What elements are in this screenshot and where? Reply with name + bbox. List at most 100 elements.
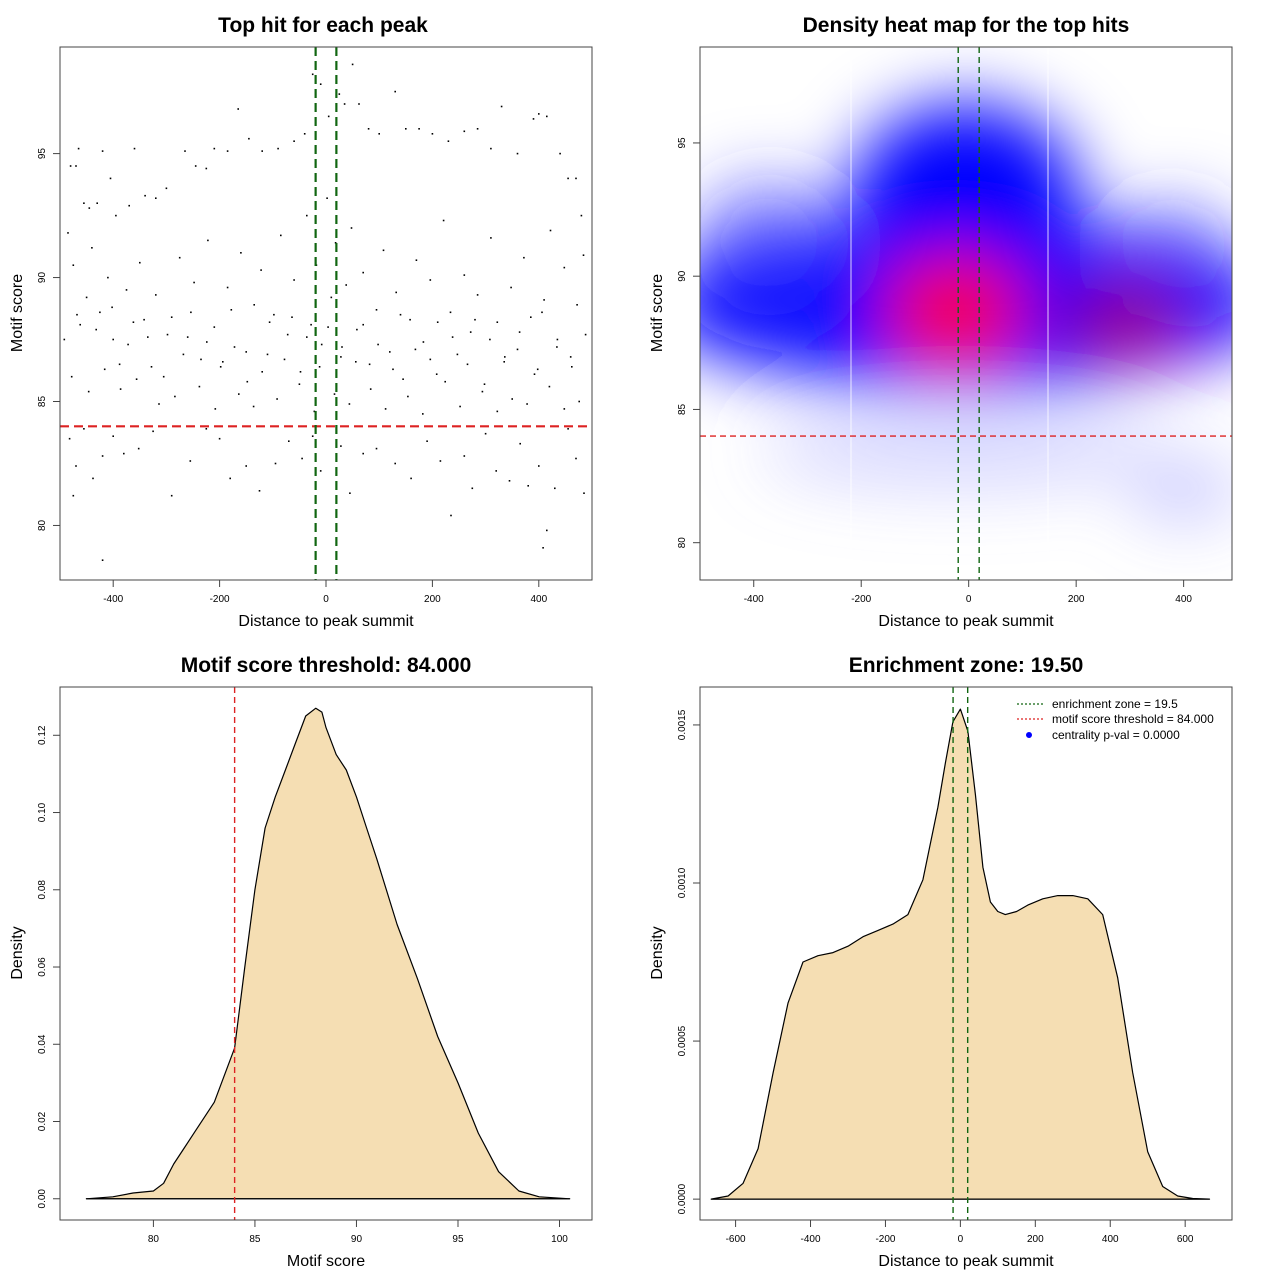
scatter-point	[330, 296, 333, 299]
scatter-point	[252, 405, 255, 408]
scatter-point	[490, 237, 492, 239]
legend-dot-centrality	[1026, 732, 1032, 738]
scatter-point	[456, 353, 459, 356]
scatter-point	[132, 321, 135, 323]
scatter-point	[245, 465, 247, 467]
scatter-point	[237, 108, 239, 110]
distance-density-curve	[710, 708, 1211, 1200]
scatter-point	[500, 105, 503, 108]
scatter-point	[523, 256, 525, 259]
scatter-point	[392, 368, 394, 371]
scatter-point	[107, 276, 109, 279]
scatter-point	[538, 113, 540, 115]
scatter-point	[508, 480, 511, 482]
heatmap-center-hotspot	[887, 258, 1023, 362]
score-density-y-tick-label: 0.08	[37, 880, 48, 900]
scatter-point	[471, 487, 474, 490]
scatter-point	[575, 457, 577, 460]
scatter-point	[101, 455, 104, 457]
scatter-point	[144, 194, 146, 197]
scatter-point	[450, 514, 452, 517]
scatter-point	[449, 311, 452, 314]
heatmap-x-tick-label: -200	[851, 594, 871, 605]
scatter-point	[580, 214, 583, 217]
scatter-point	[162, 375, 165, 378]
scatter-point	[338, 93, 341, 95]
scatter-point	[340, 356, 342, 358]
scatter-point	[101, 150, 104, 152]
scatter-point	[584, 333, 587, 336]
scatter-point	[518, 331, 521, 333]
scatter-point	[469, 331, 472, 333]
scatter-point	[399, 313, 402, 316]
scatter-point	[83, 202, 85, 204]
scatter-x-axis-label: Distance to peak summit	[238, 613, 414, 630]
scatter-point	[72, 494, 75, 497]
scatter-point	[92, 477, 94, 480]
scatter-point	[538, 465, 540, 467]
scatter-point	[274, 462, 277, 465]
distance-density-x-tick-label: 200	[1027, 1234, 1044, 1245]
scatter-point	[483, 383, 486, 385]
scatter-x-tick-label: 200	[424, 594, 441, 605]
scatter-point	[207, 239, 209, 242]
heatmap-title: Density heat map for the top hits	[803, 14, 1130, 37]
score-density-y-tick-label: 0.00	[37, 1189, 48, 1209]
scatter-point	[245, 351, 247, 353]
scatter-point	[83, 428, 85, 430]
scatter-point	[496, 410, 499, 413]
scatter-point	[410, 477, 412, 480]
score-density-x-tick-label: 95	[452, 1234, 464, 1245]
scatter-point	[554, 487, 556, 490]
scatter-point	[299, 371, 302, 373]
scatter-point	[67, 232, 69, 234]
scatter-point	[319, 83, 322, 85]
scatter-point	[418, 128, 420, 130]
score-density-x-tick-label: 100	[551, 1234, 568, 1245]
score-density-y-axis-label: Density	[9, 926, 26, 979]
scatter-plot-frame	[59, 46, 593, 581]
scatter-point	[489, 338, 491, 341]
scatter-point	[123, 452, 125, 455]
scatter-point	[463, 274, 466, 276]
scatter-point	[327, 326, 329, 328]
scatter-point	[91, 247, 93, 249]
score-density-marks	[85, 687, 571, 1220]
scatter-point	[165, 187, 168, 190]
heatmap-y-tick-label: 85	[677, 403, 688, 415]
scatter-point	[394, 90, 396, 93]
scatter-point	[563, 266, 566, 269]
scatter-point	[75, 165, 77, 167]
heatmap-left-lobe	[700, 180, 850, 320]
scatter-point	[362, 452, 364, 455]
scatter-point	[362, 271, 364, 274]
scatter-point	[293, 140, 295, 142]
scatter-point	[447, 140, 450, 142]
scatter-point	[95, 328, 97, 331]
scatter-point	[571, 366, 573, 368]
scatter-point	[318, 366, 321, 368]
scatter-point	[99, 311, 101, 314]
scatter-point	[280, 234, 282, 237]
scatter-point	[182, 353, 185, 356]
scatter-point	[273, 313, 275, 316]
score-density-axes: 80 85 90 95 100 0.00 0.02 0.04 0.06 0.08 0.10 0.12	[37, 725, 568, 1245]
heatmap-y-tick-label: 80	[677, 537, 688, 549]
heatmap-upper-lobe	[850, 103, 1080, 293]
scatter-point	[527, 485, 529, 487]
scatter-point	[139, 261, 141, 264]
scatter-point	[340, 445, 342, 447]
scatter-x-tick-label: -200	[210, 594, 230, 605]
heatmap-axes: -400 -200 0 200 400 80 85 90 95	[677, 137, 1192, 605]
scatter-point	[511, 398, 513, 400]
scatter-point	[463, 130, 466, 133]
scatter-point	[358, 103, 360, 105]
scatter-point	[112, 435, 114, 437]
distance-density-x-tick-label: 400	[1102, 1234, 1119, 1245]
heatmap-y-axis-label: Motif score	[649, 274, 666, 352]
scatter-point	[583, 492, 585, 494]
scatter-point	[356, 328, 358, 331]
distance-density-x-tick-label: 0	[958, 1234, 964, 1245]
scatter-point	[306, 214, 308, 217]
